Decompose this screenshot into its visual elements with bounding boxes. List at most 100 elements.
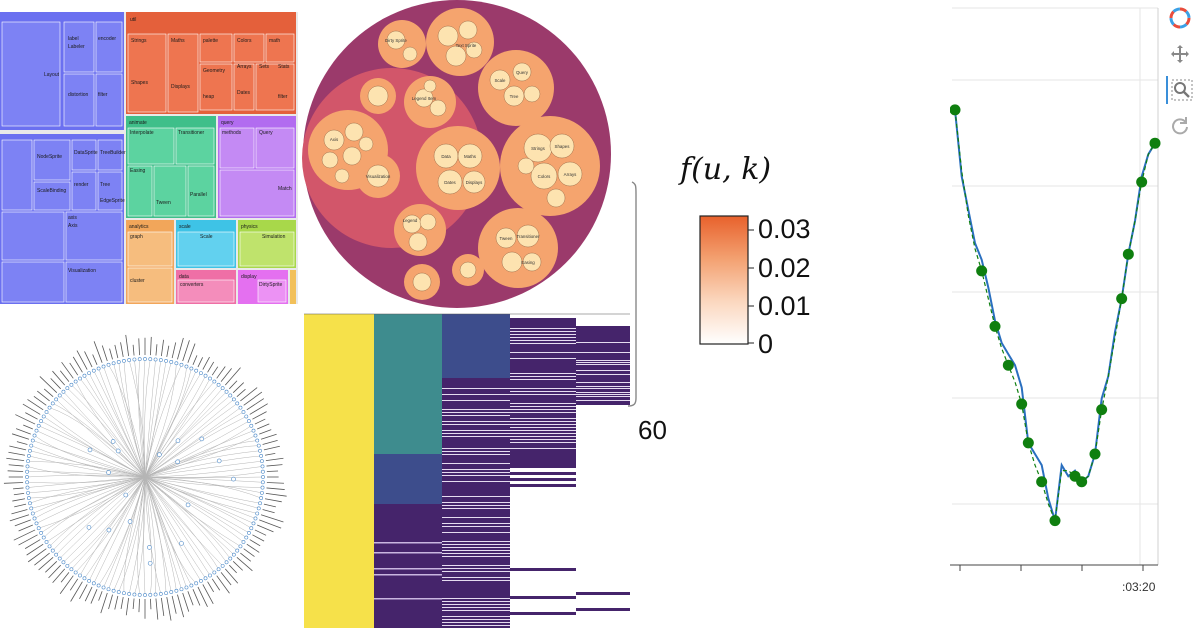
heat-stripe: [442, 415, 510, 416]
bokeh-logo-icon[interactable]: [1166, 4, 1194, 32]
radial-leaf-label: [259, 519, 282, 529]
radial-node: [228, 556, 233, 561]
radial-leaf-label: [155, 598, 159, 620]
radial-link: [144, 360, 162, 478]
radial-leaf-label: [3, 482, 24, 484]
radial-leaf-label: [125, 597, 130, 616]
colorbar-tick: 0.03: [758, 214, 811, 244]
radial-node: [101, 364, 106, 369]
data-point[interactable]: [976, 265, 988, 277]
data-point[interactable]: [1022, 437, 1034, 449]
pack-label: Data: [441, 154, 451, 159]
radial-link: [144, 476, 162, 594]
data-point[interactable]: [1136, 176, 1148, 188]
svg-text:display: display: [241, 274, 257, 280]
radial-node: [28, 501, 32, 506]
data-point[interactable]: [1049, 515, 1061, 527]
heat-stripe: [442, 625, 510, 626]
svg-text:Colors: Colors: [237, 38, 252, 44]
radial-link: [144, 375, 206, 478]
data-point[interactable]: [950, 104, 961, 116]
radial-leaf-label: [197, 357, 204, 368]
heat-stripe: [442, 544, 510, 545]
box-zoom-icon[interactable]: [1166, 76, 1196, 104]
radial-leaf-label: [257, 423, 270, 430]
chart-toolbar: [1162, 0, 1200, 150]
pan-icon[interactable]: [1166, 40, 1194, 68]
radial-node: [25, 464, 30, 469]
radial-node: [174, 361, 179, 366]
radial-link: [144, 359, 151, 478]
data-point[interactable]: [1149, 137, 1161, 149]
heat-stripe: [510, 388, 576, 389]
radial-node: [57, 393, 62, 398]
colorbar-title: f(u, k): [680, 152, 772, 187]
heat-stripe: [510, 373, 576, 374]
radial-leaf-label: [246, 543, 260, 553]
svg-text:Parallel: Parallel: [190, 192, 207, 198]
radial-leaf-label: [216, 575, 230, 594]
heat-stripe: [374, 598, 442, 600]
treemap-label-label: label: [68, 36, 79, 42]
radial-leaf-label: [182, 340, 190, 362]
radial-leaf-label: [114, 595, 119, 610]
radial-node: [106, 362, 111, 367]
radial-leaf-label: [101, 345, 108, 362]
data-point[interactable]: [1036, 476, 1048, 488]
radial-node: [41, 535, 46, 540]
heat-stripe: [442, 568, 510, 569]
radial-node: [87, 579, 91, 583]
radial-link: [28, 476, 146, 494]
radial-leaf-label: [264, 498, 282, 503]
radial-leaf-label: [11, 433, 30, 440]
radial-node: [179, 362, 184, 367]
radial-leaf-label: [254, 529, 267, 536]
radial-leaf-label: [45, 561, 58, 573]
heat-stripe: [442, 502, 510, 503]
radial-inner-node: [147, 560, 153, 566]
data-point[interactable]: [1096, 404, 1108, 416]
radial-leaf-label: [15, 414, 36, 425]
svg-text:Transitioner: Transitioner: [178, 130, 205, 136]
radial-leaf-label: [150, 336, 152, 356]
radial-inner-node: [199, 436, 205, 442]
data-point[interactable]: [1122, 248, 1134, 260]
radial-node: [256, 506, 261, 511]
heat-stripe: [442, 598, 510, 599]
line-chart[interactable]: [950, 0, 1162, 600]
radial-node: [82, 576, 87, 581]
heat-col-2-block: [374, 314, 442, 454]
heat-stripe: [510, 433, 576, 434]
data-point[interactable]: [1076, 476, 1088, 488]
radial-node: [164, 591, 168, 596]
heat-stripe: [442, 547, 510, 548]
radial-node: [169, 360, 174, 364]
radial-leaf-label: [202, 584, 214, 605]
svg-text:EdgeSprite: EdgeSprite: [100, 198, 125, 204]
data-point[interactable]: [1089, 448, 1101, 460]
radial-link: [144, 476, 219, 570]
radial-node: [212, 570, 217, 575]
radial-node: [148, 357, 153, 362]
radial-leaf-label: [132, 598, 135, 610]
heat-stripe: [442, 607, 510, 608]
data-point[interactable]: [989, 320, 1001, 332]
heat-stripe: [510, 421, 576, 422]
radial-node: [220, 386, 225, 391]
svg-text:converters: converters: [180, 282, 204, 288]
radial-leaf-label: [33, 395, 47, 406]
data-point[interactable]: [1116, 293, 1128, 305]
radial-leaf-label: [266, 487, 285, 490]
heat-stripe: [510, 376, 576, 377]
data-point[interactable]: [1002, 359, 1014, 371]
heat-stripe: [374, 552, 442, 554]
svg-text:data: data: [179, 274, 189, 280]
radial-node: [26, 496, 31, 500]
radial-leaf-label: [27, 548, 47, 563]
data-point[interactable]: [1016, 398, 1028, 410]
svg-text:ScaleBinding: ScaleBinding: [37, 188, 66, 194]
heat-stripe: [510, 391, 576, 392]
radial-node: [36, 423, 41, 428]
reset-icon[interactable]: [1166, 112, 1194, 140]
radial-node: [253, 433, 258, 438]
